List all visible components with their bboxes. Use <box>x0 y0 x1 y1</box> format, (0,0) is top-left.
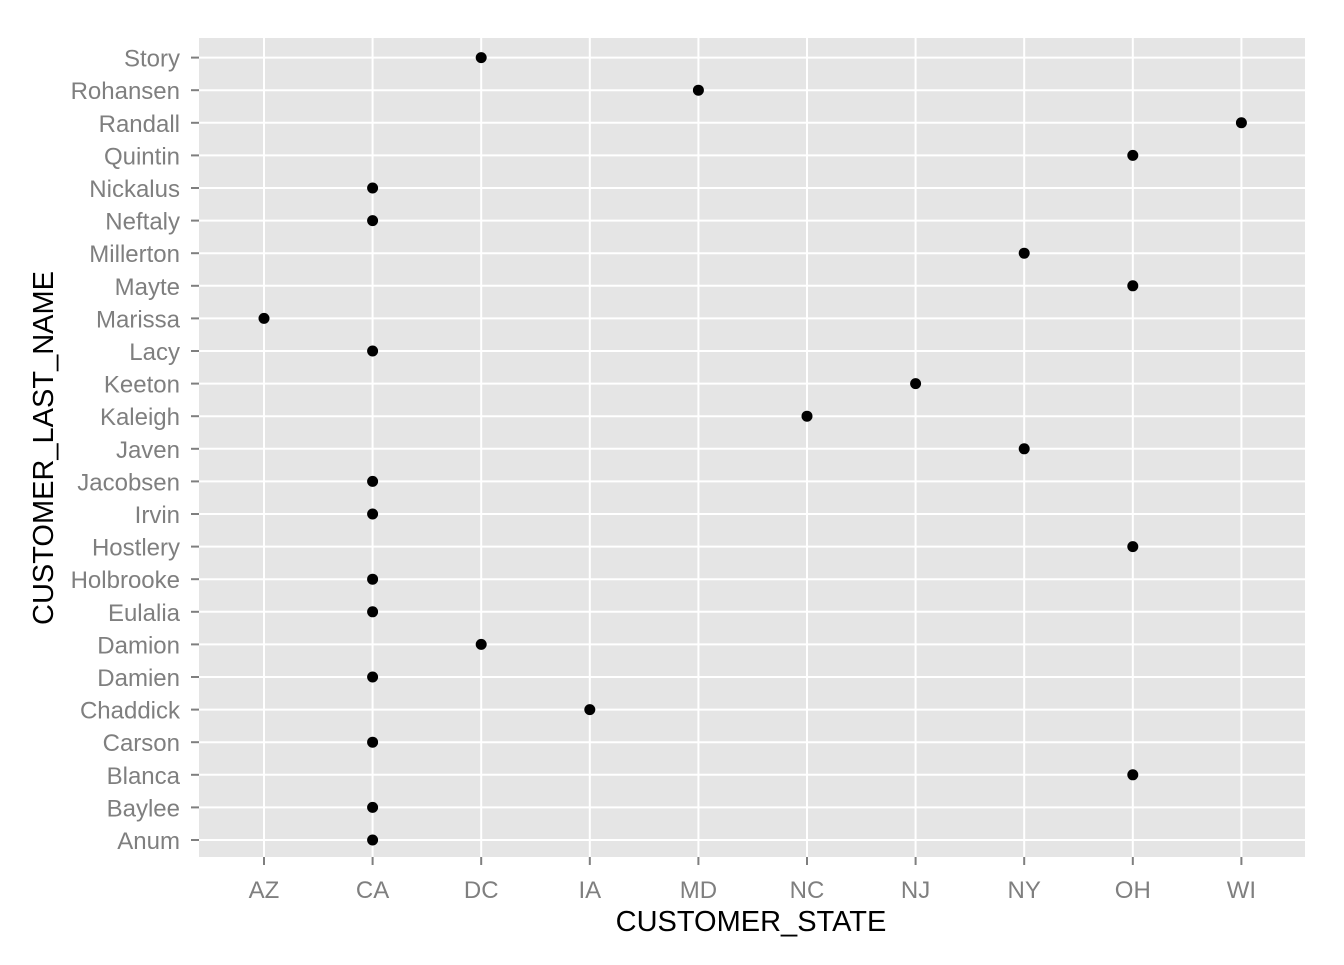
y-tick-label: Carson <box>103 730 180 757</box>
y-tick-label: Mayte <box>115 274 180 301</box>
x-tick-label: AZ <box>249 877 280 904</box>
y-tick-label: Kaleigh <box>100 404 180 431</box>
data-point <box>801 410 813 422</box>
x-tick-label: IA <box>578 877 601 904</box>
data-point <box>1235 117 1247 129</box>
y-tick-label: Quintin <box>104 143 180 170</box>
y-tick-label: Eulalia <box>108 600 181 627</box>
x-tick-label: NJ <box>901 877 930 904</box>
x-tick-label: NY <box>1008 877 1041 904</box>
y-tick-label: Irvin <box>135 502 180 529</box>
data-points <box>258 52 1247 846</box>
y-tick-label: Damien <box>97 665 180 692</box>
data-point <box>367 606 379 618</box>
data-point <box>1127 149 1139 161</box>
y-tick-label: Keeton <box>104 372 180 399</box>
grid-lines <box>199 38 1305 857</box>
data-point <box>367 736 379 748</box>
data-point <box>475 52 487 64</box>
data-point <box>584 704 596 716</box>
data-point <box>1127 280 1139 292</box>
data-point <box>367 475 379 487</box>
x-tick-label: DC <box>464 877 499 904</box>
y-tick-label: Damion <box>97 632 180 659</box>
y-tick-label: Story <box>124 46 180 73</box>
y-tick-label: Millerton <box>89 241 180 268</box>
y-tick-label: Marissa <box>96 306 181 333</box>
y-tick-label: Anum <box>117 828 180 855</box>
x-tick-label: CA <box>356 877 389 904</box>
y-tick-label: Holbrooke <box>71 567 180 594</box>
data-point <box>367 345 379 357</box>
plot-panel <box>199 38 1305 857</box>
data-point <box>367 573 379 585</box>
data-point <box>367 801 379 813</box>
y-tick-label: Randall <box>99 111 180 138</box>
y-tick-label: Neftaly <box>105 209 180 236</box>
y-axis-title: CUSTOMER_LAST_NAME <box>28 271 60 625</box>
data-point <box>1127 541 1139 553</box>
x-tick-label: WI <box>1227 877 1256 904</box>
data-point <box>367 671 379 683</box>
x-tick-label: NC <box>790 877 825 904</box>
data-point <box>367 215 379 227</box>
y-axis: Anum Baylee Blanca Carson Chaddick Damien Dami… <box>71 46 199 855</box>
y-tick-label: Lacy <box>129 339 180 366</box>
x-tick-label: MD <box>680 877 717 904</box>
y-tick-label: Rohansen <box>71 78 180 105</box>
y-tick-label: Nickalus <box>89 176 180 203</box>
data-point <box>367 182 379 194</box>
data-point <box>1018 247 1030 259</box>
data-point <box>692 84 704 96</box>
data-point <box>1127 769 1139 781</box>
data-point <box>258 312 270 324</box>
y-tick-label: Javen <box>116 437 180 464</box>
data-point <box>367 834 379 846</box>
y-tick-label: Blanca <box>107 763 181 790</box>
x-axis: AZ CA DC IA MD NC NJ NY OH WI <box>249 857 1256 904</box>
x-axis-title: CUSTOMER_STATE <box>616 906 887 938</box>
y-tick-label: Baylee <box>107 795 180 822</box>
data-point <box>1018 443 1030 455</box>
y-tick-label: Hostlery <box>92 535 180 562</box>
y-tick-label: Jacobsen <box>77 469 180 496</box>
data-point <box>367 508 379 520</box>
x-tick-label: OH <box>1115 877 1151 904</box>
y-tick-label: Chaddick <box>80 698 181 725</box>
data-point <box>910 378 922 390</box>
data-point <box>475 638 487 650</box>
